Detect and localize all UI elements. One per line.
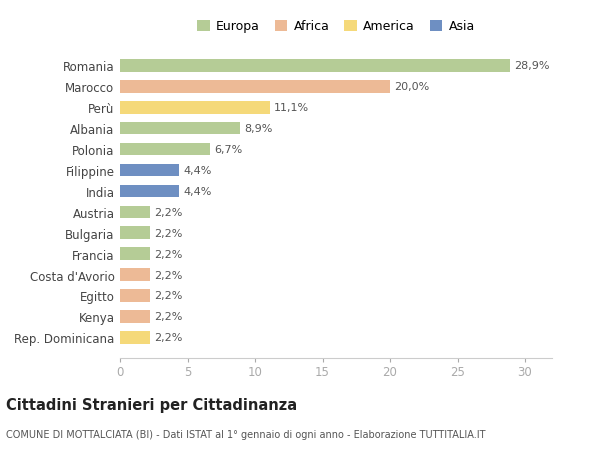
Text: 2,2%: 2,2% xyxy=(154,207,182,218)
Bar xyxy=(120,123,240,135)
Bar xyxy=(120,185,179,198)
Bar xyxy=(120,227,150,240)
Bar xyxy=(120,206,150,218)
Text: 4,4%: 4,4% xyxy=(184,186,212,196)
Text: 2,2%: 2,2% xyxy=(154,312,182,322)
Bar xyxy=(120,310,150,323)
Bar xyxy=(120,102,270,114)
Bar xyxy=(120,81,390,94)
Text: 20,0%: 20,0% xyxy=(394,82,430,92)
Text: 2,2%: 2,2% xyxy=(154,249,182,259)
Text: 4,4%: 4,4% xyxy=(184,166,212,176)
Text: Cittadini Stranieri per Cittadinanza: Cittadini Stranieri per Cittadinanza xyxy=(6,397,297,412)
Text: 2,2%: 2,2% xyxy=(154,228,182,238)
Text: 2,2%: 2,2% xyxy=(154,291,182,301)
Text: 2,2%: 2,2% xyxy=(154,270,182,280)
Text: 28,9%: 28,9% xyxy=(514,62,550,71)
Bar xyxy=(120,60,510,73)
Bar xyxy=(120,144,211,156)
Bar xyxy=(120,248,150,260)
Text: 8,9%: 8,9% xyxy=(244,124,272,134)
Text: 2,2%: 2,2% xyxy=(154,333,182,342)
Text: 6,7%: 6,7% xyxy=(215,145,243,155)
Bar xyxy=(120,269,150,281)
Text: COMUNE DI MOTTALCIATA (BI) - Dati ISTAT al 1° gennaio di ogni anno - Elaborazion: COMUNE DI MOTTALCIATA (BI) - Dati ISTAT … xyxy=(6,429,485,439)
Bar xyxy=(120,164,179,177)
Bar xyxy=(120,290,150,302)
Legend: Europa, Africa, America, Asia: Europa, Africa, America, Asia xyxy=(197,21,475,34)
Bar xyxy=(120,331,150,344)
Text: 11,1%: 11,1% xyxy=(274,103,309,113)
